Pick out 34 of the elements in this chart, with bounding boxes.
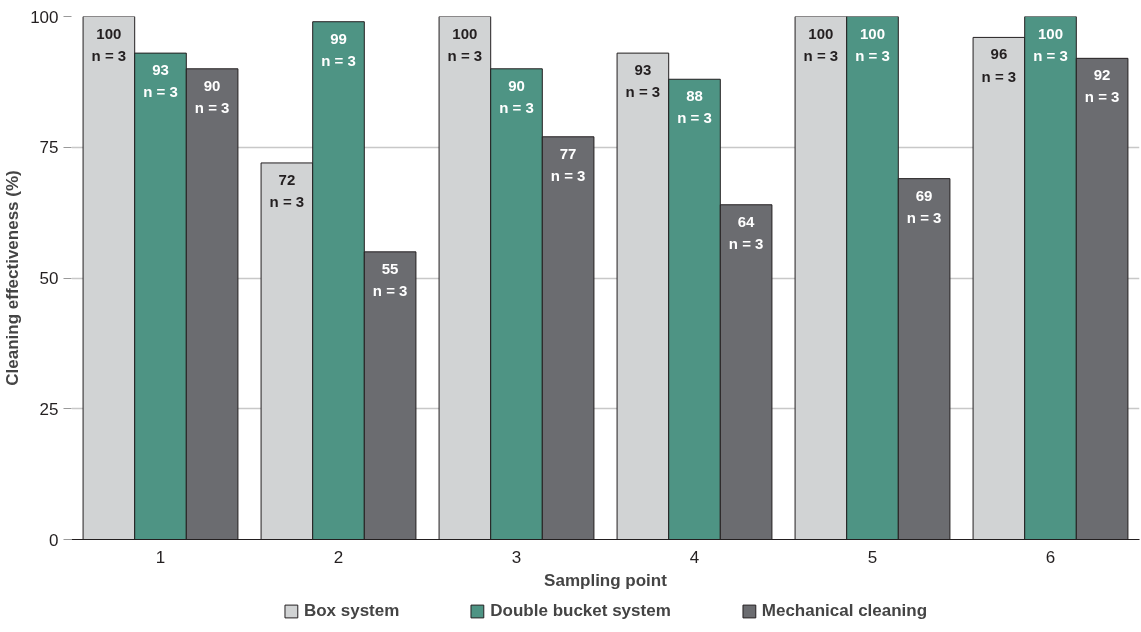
- y-axis-title: Cleaning effectiveness (%): [3, 170, 23, 386]
- data-label: 88 n = 3: [677, 87, 712, 127]
- x-tick-label: 6: [1045, 547, 1056, 567]
- data-label: 100 n = 3: [803, 24, 839, 64]
- data-label: 96 n = 3: [981, 45, 1017, 85]
- legend-label: Box system: [303, 601, 400, 621]
- y-tick-label: 25: [39, 399, 59, 419]
- x-tick-label: 3: [511, 547, 522, 567]
- data-label: 100 n = 3: [1033, 24, 1068, 64]
- y-tick-label: 50: [39, 269, 59, 288]
- x-tick-label: 5: [867, 547, 878, 567]
- data-label: 90 n = 3: [499, 76, 534, 116]
- data-label: 93 n = 3: [143, 61, 178, 101]
- data-label: 90 n = 3: [194, 76, 230, 116]
- x-axis-title: Sampling point: [544, 570, 668, 590]
- data-label: 69 n = 3: [906, 186, 942, 226]
- x-tick-label: 4: [689, 547, 700, 567]
- data-label: 77 n = 3: [550, 144, 586, 184]
- data-label: 72 n = 3: [269, 170, 305, 211]
- data-label: 99 n = 3: [321, 29, 356, 69]
- data-label: 100 n = 3: [447, 24, 483, 64]
- data-label: 92 n = 3: [1084, 66, 1120, 106]
- x-tick-label: 1: [155, 547, 166, 567]
- y-tick-label: 100: [30, 7, 59, 27]
- legend-label: Double bucket system: [490, 601, 671, 621]
- data-label: 93 n = 3: [625, 61, 661, 101]
- y-tick-label: 75: [39, 138, 59, 158]
- data-label: 100 n = 3: [855, 24, 890, 64]
- y-tick-label: 0: [49, 530, 59, 550]
- legend-label: Mechanical cleaning: [761, 601, 928, 621]
- x-tick-label: 2: [333, 547, 344, 567]
- data-label: 55 n = 3: [372, 259, 408, 299]
- data-label: 64 n = 3: [728, 212, 764, 252]
- data-label: 100 n = 3: [91, 24, 127, 64]
